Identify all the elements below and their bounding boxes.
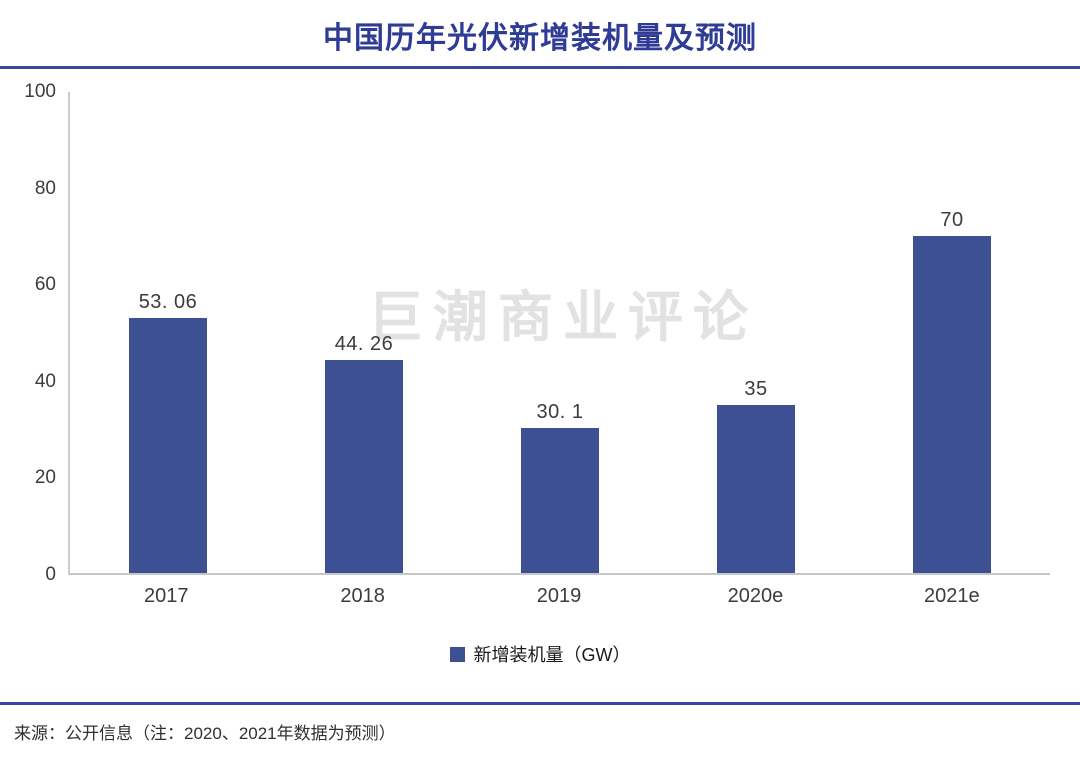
bar-2019 — [521, 428, 599, 573]
bar-value-label: 44. 26 — [334, 333, 394, 356]
y-axis-tick-label: 40 — [34, 370, 56, 392]
page-title: 中国历年光伏新增装机量及预测 — [323, 22, 757, 55]
bar-group-2019: 30. 1 — [462, 92, 658, 573]
bar-group-2020e: 35 — [658, 92, 854, 573]
bar-value-label: 35 — [744, 377, 768, 400]
bar-2018 — [325, 360, 403, 573]
bar-group-2018: 44. 26 — [266, 92, 462, 573]
legend-label: 新增装机量（GW） — [473, 645, 631, 665]
bar-group-2017: 53. 06 — [70, 92, 266, 573]
bar-value-label: 70 — [940, 209, 964, 232]
source-note: 来源：公开信息（注：2020、2021年数据为预测） — [14, 724, 396, 743]
x-axis-label-2020e: 2020e — [727, 585, 784, 607]
plot-area: 53. 06 44. 26 30. 1 35 70 — [68, 92, 1050, 575]
chart-legend: 新增装机量（GW） — [0, 641, 1080, 667]
y-axis-tick-label: 0 — [45, 564, 56, 585]
y-axis-tick-label: 80 — [34, 177, 56, 199]
x-axis-label-2017: 2017 — [143, 585, 189, 607]
legend-swatch-icon — [449, 646, 465, 662]
bar-group-2021e: 70 — [854, 92, 1050, 573]
y-axis-tick-label: 20 — [34, 467, 56, 489]
x-axis-label-2018: 2018 — [340, 585, 385, 607]
y-axis: 0 20 40 60 80 100 — [0, 81, 56, 585]
title-divider-line — [0, 66, 1080, 69]
bar-value-label: 30. 1 — [536, 401, 584, 424]
x-axis: 2017 2018 2019 2020e 2021e — [68, 585, 1050, 608]
bar-2017 — [129, 317, 207, 573]
y-axis-tick-label: 60 — [34, 274, 56, 296]
watermark-text: 巨潮商业评论 — [368, 286, 759, 348]
footer-divider-line — [0, 702, 1080, 705]
bar-2021e — [913, 236, 991, 573]
x-axis-label-2021e: 2021e — [924, 585, 980, 607]
x-axis-label-2019: 2019 — [536, 585, 582, 607]
y-axis-tick-label: 100 — [24, 81, 56, 102]
bar-value-label: 53. 06 — [138, 290, 198, 313]
bar-2020e — [717, 404, 795, 573]
